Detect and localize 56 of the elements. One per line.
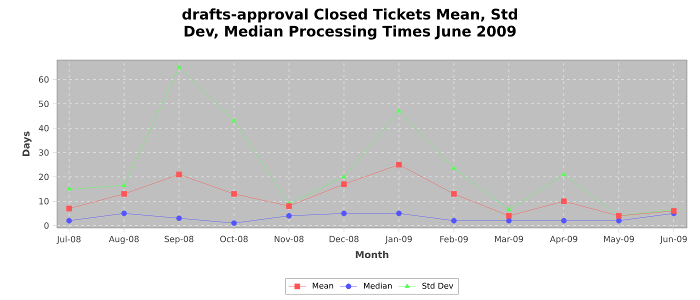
point [231, 220, 237, 226]
point [342, 174, 346, 178]
y-tick-label: 10 [39, 198, 49, 204]
x-tick-label: Aug-08 [108, 236, 139, 244]
point [286, 203, 292, 209]
point [616, 218, 622, 224]
y-tick-label: 30 [39, 149, 49, 156]
y-tick-label: 40 [38, 124, 49, 132]
point [286, 213, 292, 219]
x-tick-label: Apr-09 [550, 236, 578, 244]
point [671, 208, 677, 214]
x-tick-label: Feb-09 [440, 236, 468, 242]
y-tick-label: 0 [44, 222, 49, 229]
x-tick-label: May-09 [604, 236, 634, 244]
point [506, 218, 512, 224]
legend-label: Std Dev [422, 282, 454, 289]
x-tick-label: Sep-08 [164, 236, 194, 244]
point [66, 186, 72, 191]
point [451, 218, 457, 224]
point [451, 166, 456, 170]
point [66, 206, 72, 212]
legend-label: Median [364, 282, 392, 289]
point [561, 198, 567, 204]
point [341, 181, 347, 187]
point [122, 182, 127, 187]
point [121, 210, 127, 216]
chart-title: drafts-approval Closed Tickets Mean, Std Dev, Median Processing Times June 2009 [182, 8, 518, 40]
y-tick-label: 60 [38, 76, 49, 83]
x-tick-label: Jun-09 [660, 236, 687, 244]
x-tick-label: Jul-08 [56, 236, 81, 244]
x-tick-label: Dec-08 [330, 236, 359, 242]
point [561, 172, 566, 176]
x-axis-title: Month [356, 250, 388, 258]
y-axis-title: Days [22, 132, 32, 156]
point [231, 191, 237, 197]
point [176, 215, 182, 222]
point [506, 213, 512, 219]
point [396, 210, 402, 216]
x-tick-label: Oct-08 [220, 236, 248, 242]
point [506, 206, 512, 212]
point [66, 218, 72, 224]
y-tick-label: 50 [39, 100, 49, 108]
legend-label: Mean [312, 282, 334, 289]
point [341, 210, 347, 216]
x-tick-label: Jan-09 [385, 236, 412, 244]
point [176, 64, 182, 69]
point [396, 162, 402, 168]
point [561, 218, 567, 224]
point [121, 191, 127, 197]
point [232, 118, 236, 122]
y-tick-label: 20 [39, 174, 49, 180]
x-tick-label: Nov-08 [274, 236, 304, 242]
point [176, 172, 182, 178]
x-tick-label: Mar-09 [495, 236, 523, 242]
point [451, 191, 457, 197]
point [396, 108, 402, 113]
